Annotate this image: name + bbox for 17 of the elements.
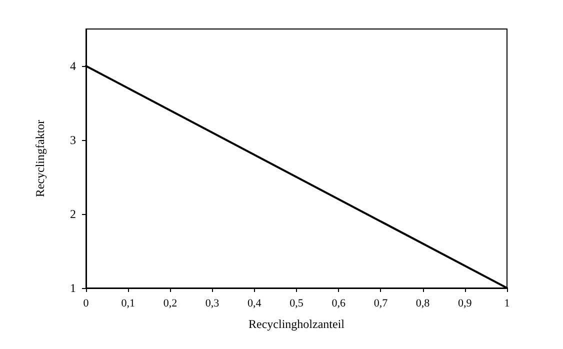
x-tick-label: 0 xyxy=(83,298,90,310)
x-tick-label: 1 xyxy=(504,298,510,310)
x-tick-label: 0,7 xyxy=(374,298,388,310)
x-tick-label: 0,4 xyxy=(248,298,262,310)
x-tick-label: 0,3 xyxy=(205,298,220,310)
x-tick-label: 0,1 xyxy=(121,298,135,310)
y-tick-label: 4 xyxy=(70,59,76,73)
x-tick-label: 0,6 xyxy=(332,298,346,310)
x-tick-label: 0,9 xyxy=(458,298,472,310)
y-tick-label: 1 xyxy=(70,281,76,295)
y-tick-label: 2 xyxy=(70,207,76,221)
x-tick-label: 0,2 xyxy=(163,298,178,310)
y-axis-title: Recyclingfaktor xyxy=(33,120,47,198)
x-tick-label: 0,8 xyxy=(416,298,430,310)
y-tick-label: 3 xyxy=(70,133,76,147)
x-axis-title: Recyclingholzanteil xyxy=(248,317,346,331)
x-tick-label: 0,5 xyxy=(290,298,304,310)
